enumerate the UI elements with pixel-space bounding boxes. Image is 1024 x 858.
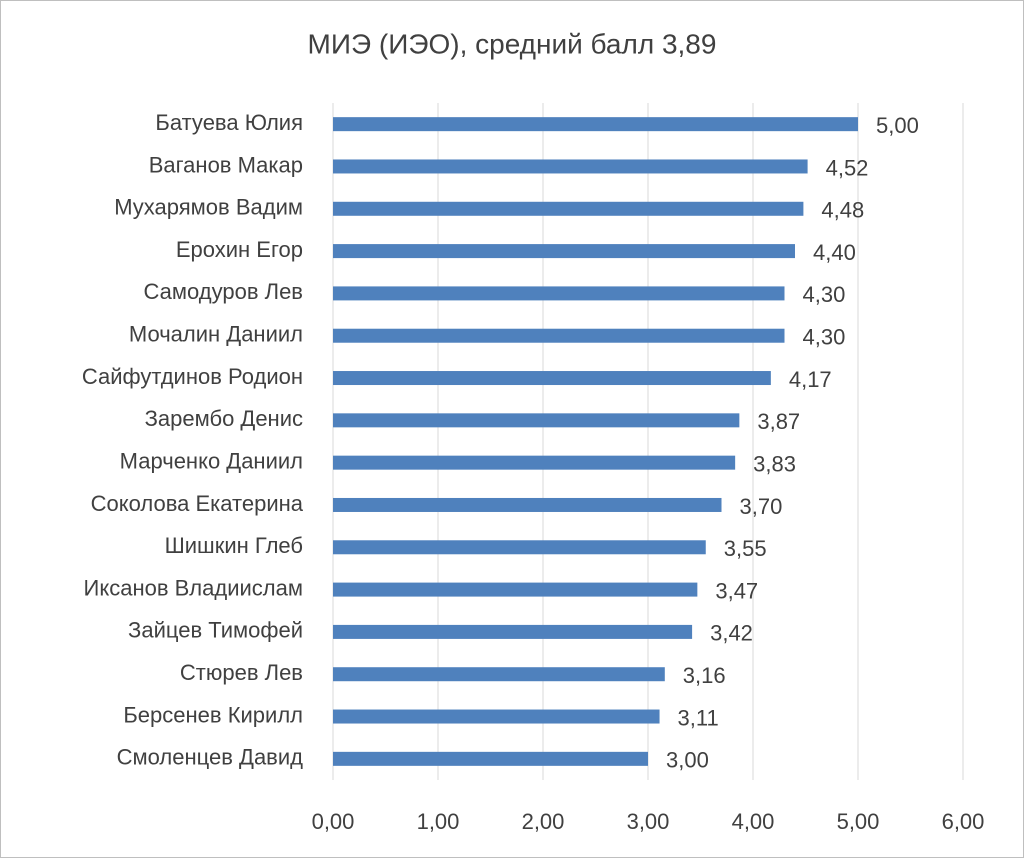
bar xyxy=(333,455,736,470)
bar xyxy=(333,328,785,343)
y-tick-label: Зайцев Тимофей xyxy=(128,618,303,643)
y-tick-label: Соколова Екатерина xyxy=(91,491,304,516)
data-label: 5,00 xyxy=(876,113,919,138)
bar xyxy=(333,201,804,216)
data-label: 4,30 xyxy=(803,282,846,307)
data-label: 4,17 xyxy=(789,367,832,392)
y-tick-label: Марченко Даниил xyxy=(120,448,303,473)
data-label: 3,83 xyxy=(753,451,796,476)
bar xyxy=(333,709,660,724)
x-tick-label: 5,00 xyxy=(837,809,880,834)
data-label: 4,30 xyxy=(803,325,846,350)
y-tick-label: Шишкин Глеб xyxy=(165,533,303,558)
x-tick-label: 3,00 xyxy=(627,809,670,834)
y-tick-label: Зарембо Денис xyxy=(145,406,303,431)
bar xyxy=(333,286,785,301)
data-label: 4,52 xyxy=(826,155,869,180)
data-label: 3,11 xyxy=(678,705,719,730)
y-tick-label: Ваганов Макар xyxy=(149,152,303,177)
y-tick-label: Стюрев Лев xyxy=(180,660,303,685)
data-label: 4,40 xyxy=(813,240,856,265)
bar xyxy=(333,371,771,386)
y-tick-label: Иксанов Владиислам xyxy=(84,575,303,600)
x-tick-label: 2,00 xyxy=(522,809,565,834)
bar xyxy=(333,540,706,555)
x-tick-label: 4,00 xyxy=(732,809,775,834)
data-label: 4,48 xyxy=(821,198,864,223)
y-tick-label: Батуева Юлия xyxy=(155,110,303,135)
y-tick-label: Сайфутдинов Родион xyxy=(82,364,303,389)
bar xyxy=(333,413,740,428)
y-tick-label: Самодуров Лев xyxy=(144,279,303,304)
data-label: 3,16 xyxy=(683,663,726,688)
y-tick-label: Мухарямов Вадим xyxy=(114,195,303,220)
x-tick-label: 6,00 xyxy=(942,809,985,834)
bar xyxy=(333,667,665,682)
y-tick-label: Ерохин Егор xyxy=(176,237,303,262)
chart-title: МИЭ (ИЭО), средний балл 3,89 xyxy=(308,28,717,59)
bar xyxy=(333,159,808,174)
data-label: 3,55 xyxy=(724,536,767,561)
data-label: 3,47 xyxy=(715,578,758,603)
data-label: 3,70 xyxy=(740,494,783,519)
bar xyxy=(333,497,722,512)
bar xyxy=(333,582,698,597)
data-label: 3,42 xyxy=(710,621,753,646)
bar xyxy=(333,751,648,766)
x-tick-label: 0,00 xyxy=(312,809,355,834)
x-tick-label: 1,00 xyxy=(417,809,460,834)
y-tick-label: Мочалин Даниил xyxy=(129,322,303,347)
bar xyxy=(333,117,858,132)
y-tick-label: Берсенев Кирилл xyxy=(123,702,303,727)
data-label: 3,87 xyxy=(757,409,800,434)
bar xyxy=(333,244,795,259)
bar xyxy=(333,624,693,639)
y-tick-label: Смоленцев Давид xyxy=(117,745,303,770)
data-label: 3,00 xyxy=(666,748,709,773)
